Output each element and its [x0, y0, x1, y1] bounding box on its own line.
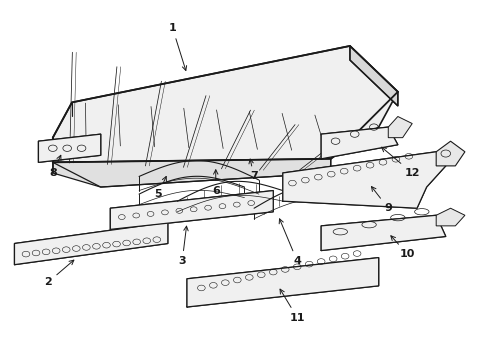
- Polygon shape: [321, 215, 445, 251]
- Text: 2: 2: [44, 260, 74, 287]
- Polygon shape: [186, 258, 378, 307]
- Text: 8: 8: [49, 155, 61, 178]
- Polygon shape: [387, 117, 411, 138]
- Text: 1: 1: [168, 23, 186, 71]
- Text: 11: 11: [280, 289, 305, 323]
- Polygon shape: [53, 159, 330, 187]
- Polygon shape: [321, 127, 397, 159]
- Text: 3: 3: [178, 226, 188, 266]
- Text: 7: 7: [248, 159, 258, 181]
- Text: 6: 6: [211, 170, 219, 195]
- Text: 5: 5: [154, 176, 166, 199]
- Polygon shape: [282, 152, 445, 208]
- Text: 9: 9: [371, 186, 391, 213]
- Polygon shape: [15, 222, 167, 265]
- Polygon shape: [349, 46, 397, 106]
- Text: 4: 4: [279, 219, 301, 266]
- Text: 12: 12: [381, 147, 419, 178]
- Polygon shape: [39, 134, 101, 162]
- Polygon shape: [53, 46, 397, 162]
- Polygon shape: [435, 141, 464, 166]
- Polygon shape: [110, 190, 273, 229]
- Polygon shape: [435, 208, 464, 226]
- Text: 10: 10: [390, 236, 414, 259]
